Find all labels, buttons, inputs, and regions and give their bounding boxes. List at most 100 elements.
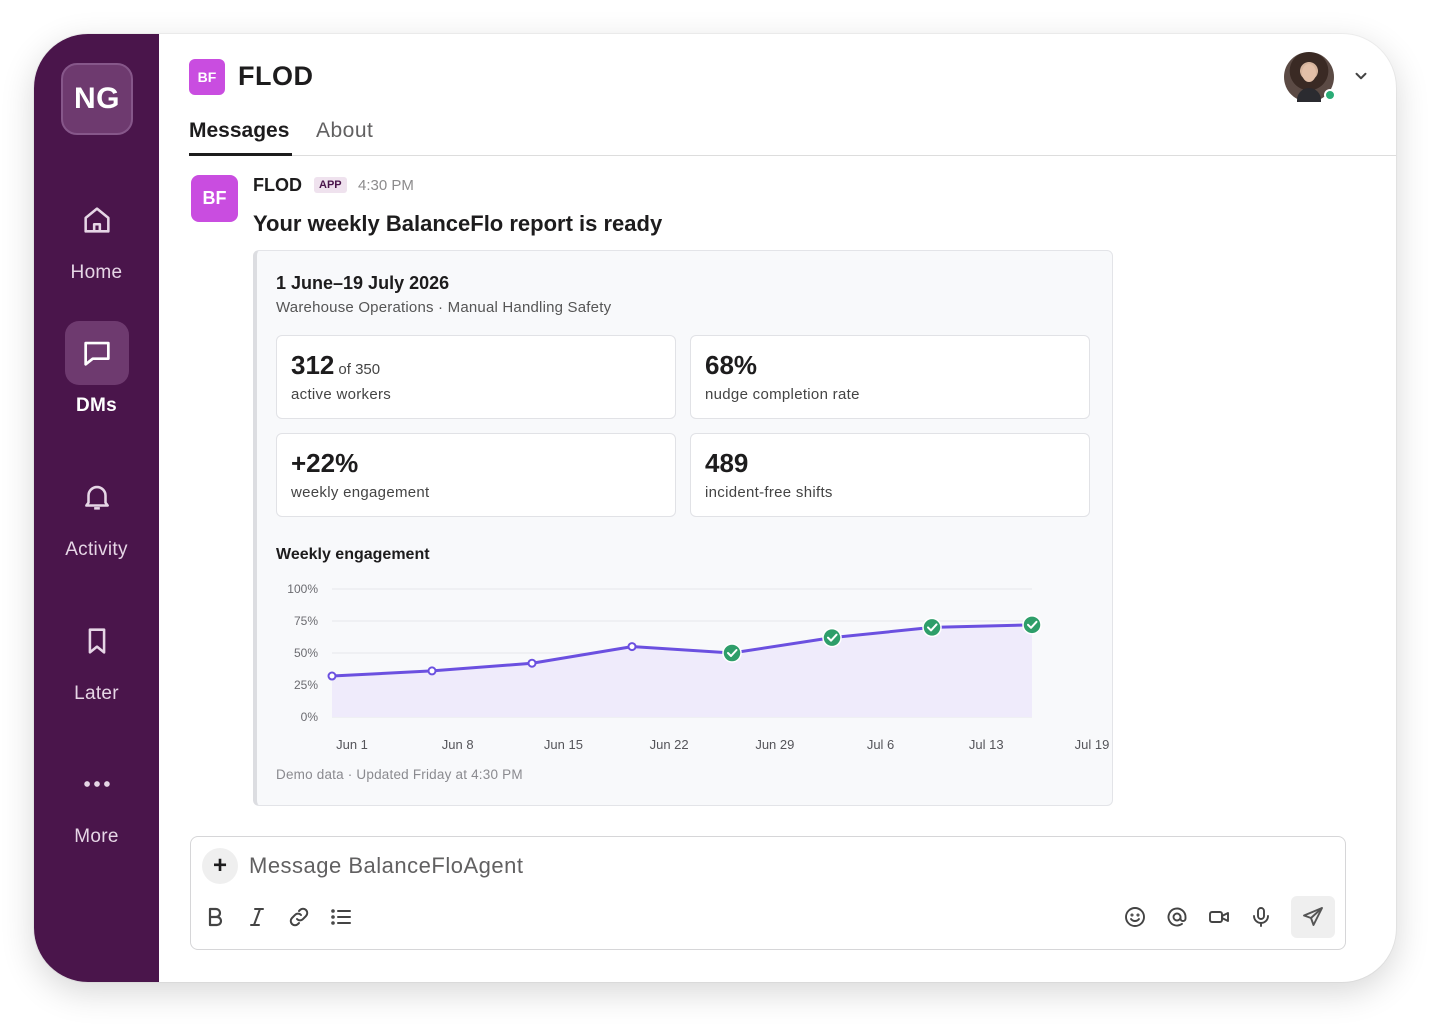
sidebar-item-label: Activity: [65, 539, 128, 560]
data-point: [327, 671, 337, 681]
check-icon: [927, 623, 938, 632]
x-tick-label: Jul 19: [1075, 737, 1110, 752]
stat-suffix: of 350: [338, 361, 381, 378]
sidebar-item-activity[interactable]: Activity: [34, 465, 159, 561]
app-logo: BF: [189, 59, 225, 95]
area-fill: [332, 624, 1032, 717]
message-composer: +: [190, 836, 1346, 950]
y-tick-label: 100%: [287, 582, 318, 596]
sidebar-item-later[interactable]: Later: [34, 609, 159, 705]
list-button[interactable]: [327, 903, 355, 931]
y-tick-label: 0%: [301, 710, 319, 724]
y-tick-label: 50%: [294, 646, 318, 660]
sidebar-item-label: Home: [70, 262, 123, 283]
check-icon: [827, 633, 838, 642]
milestone-check-point: [1022, 615, 1042, 635]
stat-label: active workers: [291, 386, 392, 403]
channel-view: BF FLOD Messages About BF FLOD APP 4:30 …: [159, 34, 1396, 982]
stat-card-nudge-completion: 68% nudge completion rate: [690, 335, 1090, 419]
chart-title: Weekly engagement: [276, 546, 430, 563]
sidebar-item-label: DMs: [75, 395, 117, 416]
attach-button[interactable]: +: [202, 848, 238, 884]
emoji-icon: [1125, 907, 1145, 927]
milestone-check-point: [722, 643, 742, 663]
workspace-switcher[interactable]: NG: [61, 63, 133, 135]
stat-card-active-workers: 312 of 350 active workers: [276, 335, 676, 419]
channel-title[interactable]: FLOD: [238, 61, 314, 91]
x-tick-label: Jun 1: [336, 737, 368, 752]
report-card: 1 June–19 July 2026 Warehouse Operations…: [253, 250, 1113, 806]
italic-button[interactable]: [243, 903, 271, 931]
bell-icon: [65, 465, 129, 529]
sidebar-item-dms[interactable]: DMs: [34, 321, 159, 417]
message-input[interactable]: [249, 850, 1149, 882]
sidebar-item-label: Later: [74, 683, 119, 704]
video-button[interactable]: [1205, 903, 1233, 931]
x-tick-label: Jun 22: [650, 737, 689, 752]
online-status-indicator: [1324, 89, 1336, 101]
stat-value: +22%: [291, 448, 359, 478]
data-point: [527, 658, 537, 668]
data-point: [627, 642, 637, 652]
y-tick-label: 25%: [294, 678, 318, 692]
engagement-chart: 100% 75% 50% 25% 0% Jun 1 Jun 8 Jun 15 Jun 22 Jun…: [287, 582, 1110, 752]
user-avatar[interactable]: [1284, 52, 1336, 102]
mic-icon: [1253, 907, 1269, 927]
check-icon: [727, 649, 738, 657]
milestone-check-point: [922, 617, 942, 638]
stat-value: 312 of 350: [291, 350, 381, 380]
bold-icon: [208, 907, 223, 927]
check-icon: [1027, 620, 1038, 629]
milestone-check-point: [822, 627, 842, 648]
video-icon: [1209, 911, 1229, 923]
series-line: [330, 623, 1034, 678]
plus-icon: +: [212, 852, 227, 879]
mic-button[interactable]: [1247, 903, 1275, 931]
message-timestamp[interactable]: 4:30 PM: [358, 177, 414, 194]
message-sender[interactable]: FLOD: [253, 175, 302, 195]
tab-messages[interactable]: Messages: [189, 119, 292, 156]
sidebar-item-home[interactable]: Home: [34, 188, 159, 284]
avatar-face: [1302, 64, 1316, 82]
bold-button[interactable]: [201, 903, 229, 931]
stat-label: weekly engagement: [291, 484, 430, 501]
data-point: [427, 666, 437, 676]
stat-value: 68%: [705, 350, 758, 380]
chat-icon: [64, 321, 129, 385]
bookmark-icon: [65, 609, 129, 673]
x-tick-label: Jun 8: [442, 737, 474, 752]
message-title: Your weekly BalanceFlo report is ready: [253, 211, 663, 236]
chevron-down-icon[interactable]: [1352, 67, 1370, 85]
stat-value: 489: [705, 448, 749, 478]
x-tick-label: Jun 29: [755, 737, 794, 752]
avatar-shirt: [1297, 88, 1321, 102]
app-window: NG Home DMs Activity Later: [34, 34, 1396, 982]
report-footnote: Demo data · Updated Friday at 4:30 PM: [276, 767, 523, 782]
mention-icon: [1167, 907, 1187, 927]
list-icon: [331, 909, 351, 925]
sidebar-item-more[interactable]: More: [34, 752, 159, 848]
channel-tabs: Messages About: [189, 119, 1396, 156]
sidebar-item-label: More: [74, 826, 119, 847]
italic-icon: [250, 908, 264, 926]
stat-card-incident-free-shifts: 489 incident-free shifts: [690, 433, 1090, 517]
home-icon: [65, 188, 129, 252]
message-avatar[interactable]: BF: [191, 175, 238, 222]
report-period: 1 June–19 July 2026: [276, 273, 450, 293]
more-icon: [65, 752, 129, 816]
app-badge: APP: [314, 177, 347, 193]
stat-label: nudge completion rate: [705, 386, 860, 403]
x-tick-label: Jun 15: [544, 737, 583, 752]
send-button[interactable]: [1291, 896, 1335, 938]
tab-about[interactable]: About: [316, 119, 374, 142]
sidebar: NG Home DMs Activity Later: [34, 34, 159, 982]
send-icon: [1303, 907, 1323, 926]
emoji-button[interactable]: [1121, 903, 1149, 931]
mention-button[interactable]: [1163, 903, 1191, 931]
x-tick-label: Jul 6: [867, 737, 894, 752]
link-button[interactable]: [285, 903, 313, 931]
x-tick-label: Jul 13: [969, 737, 1004, 752]
report-subtitle: Warehouse Operations · Manual Handling S…: [276, 299, 612, 316]
stat-label: incident-free shifts: [705, 484, 833, 501]
stat-card-weekly-engagement: +22% weekly engagement: [276, 433, 676, 517]
